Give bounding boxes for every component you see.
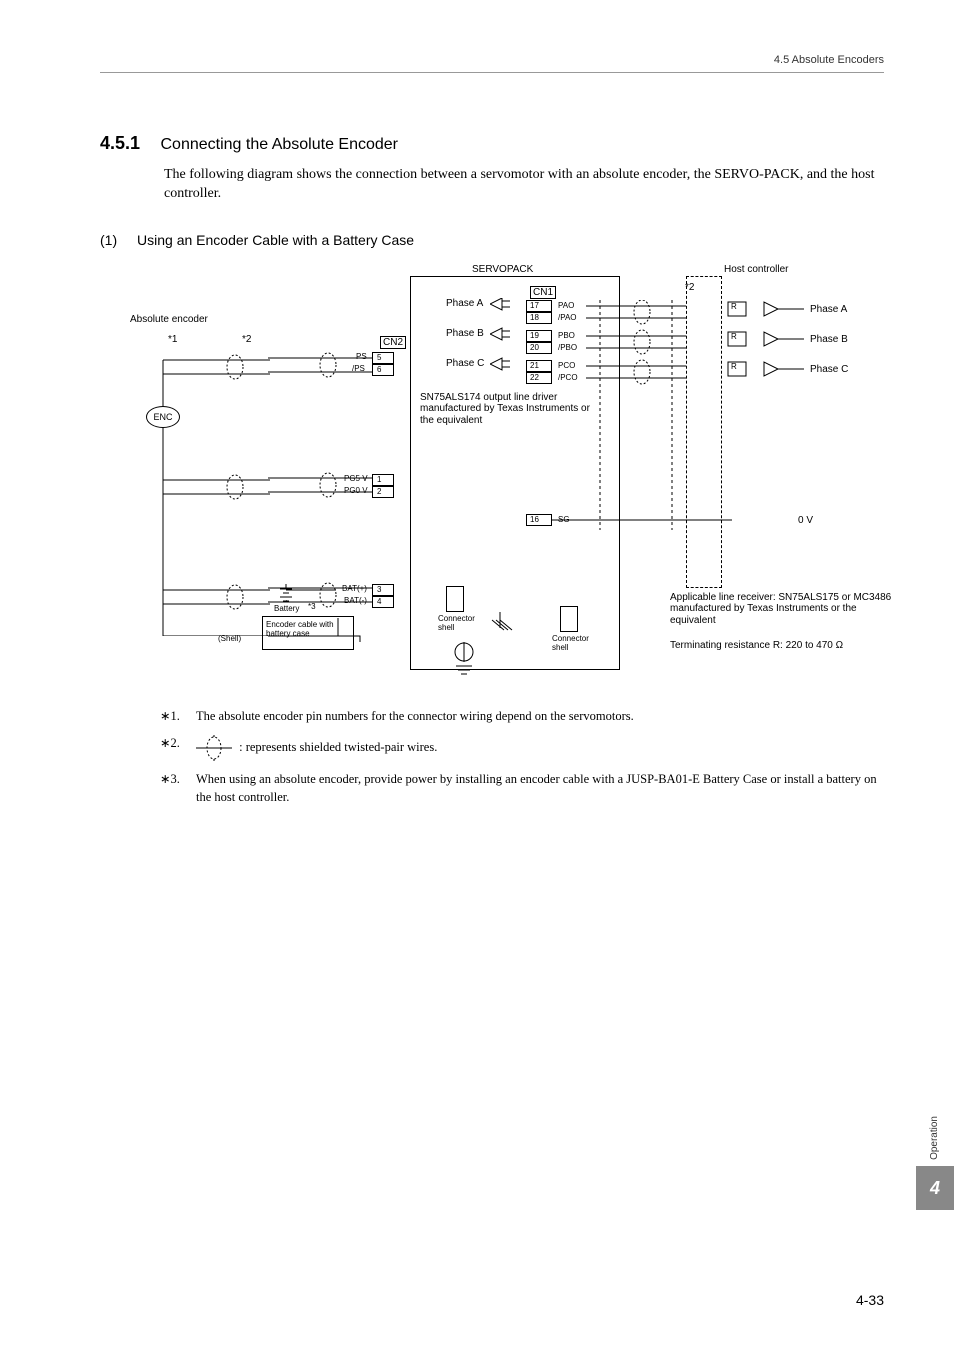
cn1-17-t: 17 [530,301,539,310]
note-1-text: The absolute encoder pin numbers for the… [196,708,884,726]
note-2-text: : represents shielded twisted-pair wires… [196,735,884,761]
page-header: 4.5 Absolute Encoders [100,54,884,73]
conn-shell-1 [446,586,464,612]
subsection-title: Using an Encoder Cable with a Battery Ca… [137,232,414,248]
r-c: R [731,362,737,371]
cn1-to-host-wires [552,300,732,540]
chapter-badge: 4 [916,1166,954,1210]
section-heading: 4.5.1 Connecting the Absolute Encoder [100,133,884,154]
cn1-label: CN1 [530,286,556,300]
abs-enc-label: Absolute encoder [130,314,208,326]
note-2-text-span: : represents shielded twisted-pair wires… [239,740,437,754]
receiver-note: Applicable line receiver: SN75ALS175 or … [670,592,900,627]
receivers [724,298,814,388]
phaseA-out: Phase A [810,304,847,316]
subsection-number: (1) [100,232,117,248]
cn1-18-t: 18 [530,313,539,322]
section-intro: The following diagram shows the connecti… [164,166,884,204]
star1-enc: *1 [168,334,177,346]
encoder-side-wires [160,346,280,636]
r-a: R [731,302,737,311]
note-3: ∗3. When using an absolute encoder, prov… [160,771,884,806]
host-label: Host controller [724,264,788,276]
cn1-20-t: 20 [530,343,539,352]
cn1-22-t: 22 [530,373,539,382]
note-2-num: ∗2. [160,735,196,751]
servopack-label: SERVOPACK [472,264,533,276]
phaseB-drv: Phase B [446,328,484,340]
footnotes: ∗1. The absolute encoder pin numbers for… [160,708,884,807]
r-b: R [731,332,737,341]
battery-wires [286,580,346,610]
note-1-num: ∗1. [160,708,196,724]
subsection-heading: (1) Using an Encoder Cable with a Batter… [100,232,884,248]
note-3-text: When using an absolute encoder, provide … [196,771,884,806]
star2-enc: *2 [242,334,251,346]
twisted-pair-icon [196,735,232,761]
wiring-diagram: SERVOPACK Host controller Absolute encod… [130,264,900,694]
phaseC-out: Phase C [810,364,848,376]
side-tab: Operation 4 [916,1116,954,1210]
ground-symbols [446,612,626,682]
note-1: ∗1. The absolute encoder pin numbers for… [160,708,884,726]
phaseB-out: Phase B [810,334,848,346]
note-3-num: ∗3. [160,771,196,787]
line-drivers [490,298,520,384]
note-2: ∗2. : represents shielded twisted-pair w… [160,735,884,761]
shell-label: (Shell) [218,634,241,643]
cn1-19-t: 19 [530,331,539,340]
star2-host: *2 [685,282,694,294]
phaseA-drv: Phase A [446,298,483,310]
section-title: Connecting the Absolute Encoder [161,136,399,153]
term-note: Terminating resistance R: 220 to 470 Ω [670,640,900,652]
cn1-21-t: 21 [530,361,539,370]
breadcrumb: 4.5 Absolute Encoders [774,54,884,66]
cn1-16-t: 16 [530,515,539,524]
side-label: Operation [929,1116,940,1160]
phaseC-drv: Phase C [446,358,484,370]
zerov: 0 V [798,515,813,527]
section-number: 4.5.1 [100,133,140,153]
page-number: 4-33 [856,1292,884,1308]
